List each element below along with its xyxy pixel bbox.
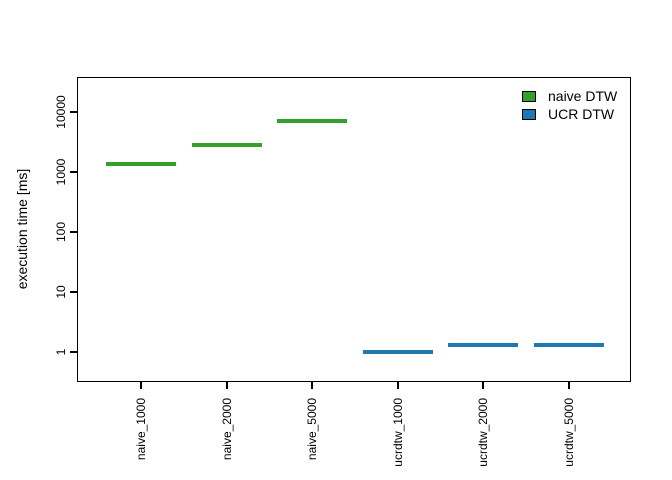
- y-tick-label: 1: [54, 348, 68, 356]
- y-tick-label: 10: [54, 285, 68, 299]
- segment-ucrdtw_2000: [448, 343, 519, 348]
- legend-label: naive DTW: [548, 88, 618, 104]
- x-tick-label: ucrdtw_1000: [390, 398, 405, 467]
- segment-naive_2000: [191, 143, 262, 148]
- y-tick-mark: [70, 171, 77, 173]
- x-tick-label: naive_2000: [219, 398, 234, 461]
- x-tick-label: ucrdtw_2000: [476, 398, 491, 467]
- x-tick-label: ucrdtw_5000: [561, 398, 576, 467]
- x-tick-mark: [567, 382, 570, 389]
- segment-ucrdtw_5000: [533, 343, 604, 348]
- y-axis-title: execution time [ms]: [14, 168, 30, 290]
- y-tick-mark: [70, 351, 77, 353]
- legend: naive DTW UCR DTW: [522, 87, 617, 123]
- x-tick-mark: [396, 382, 399, 389]
- legend-swatch-icon: [522, 90, 536, 102]
- x-tick-mark: [311, 382, 314, 389]
- x-tick-label: naive_5000: [305, 398, 320, 461]
- y-tick-mark: [70, 291, 77, 293]
- y-tick-label: 1000: [54, 158, 68, 186]
- legend-swatch-icon: [522, 108, 536, 120]
- segment-naive_1000: [106, 162, 177, 167]
- x-tick-mark: [225, 382, 228, 389]
- plot-box: [77, 77, 631, 382]
- legend-label: UCR DTW: [548, 106, 615, 122]
- x-tick-label: naive_1000: [134, 398, 149, 461]
- y-tick-label: 10000: [54, 95, 68, 129]
- x-tick-mark: [140, 382, 143, 389]
- legend-row: UCR DTW: [522, 105, 617, 123]
- legend-row: naive DTW: [522, 87, 617, 105]
- segment-ucrdtw_1000: [362, 350, 433, 354]
- x-tick-mark: [482, 382, 485, 389]
- segment-naive_5000: [277, 119, 348, 124]
- y-tick-mark: [70, 231, 77, 233]
- y-tick-label: 100: [54, 221, 68, 243]
- y-tick-mark: [70, 111, 77, 113]
